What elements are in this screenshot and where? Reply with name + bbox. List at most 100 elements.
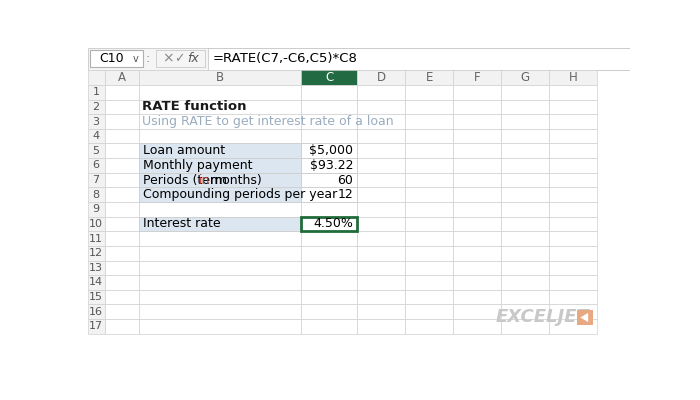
Bar [405,202,454,217]
Bar [302,187,357,202]
Bar [139,304,302,319]
Bar [88,100,104,114]
Bar [454,85,501,100]
Bar [454,304,501,319]
Bar [104,187,139,202]
Bar [405,246,454,260]
Bar [88,260,104,275]
Bar [104,231,139,246]
Text: G: G [521,71,530,84]
Bar [357,304,405,319]
Bar [454,187,501,202]
Text: 9: 9 [92,204,99,214]
Text: 15: 15 [89,292,103,302]
Bar [405,290,454,304]
Text: ✓: ✓ [174,52,185,65]
Text: Using RATE to get interest rate of a loan: Using RATE to get interest rate of a loa… [141,115,393,128]
Text: B: B [216,71,224,84]
Bar [139,144,302,158]
Bar [88,217,104,231]
Bar [88,319,104,334]
Bar [104,290,139,304]
Bar [88,48,630,70]
Text: 4.50%: 4.50% [314,218,354,230]
Bar [501,275,550,290]
Bar [104,173,139,187]
Bar [405,231,454,246]
Bar [357,144,405,158]
Bar [302,187,357,202]
Bar [302,260,357,275]
Bar [104,304,139,319]
Bar [454,275,501,290]
Bar [501,304,550,319]
Bar [302,158,357,173]
Bar [88,304,104,319]
Text: ×: × [162,52,174,66]
Text: RATE function: RATE function [141,100,246,114]
Bar [88,114,104,129]
Bar [88,290,104,304]
Bar [405,319,454,334]
Bar [357,129,405,144]
Bar [405,85,454,100]
Bar [405,275,454,290]
Bar [550,173,598,187]
Bar [302,173,357,187]
Bar [139,319,302,334]
Bar [501,129,550,144]
Bar [302,70,357,85]
Bar [139,70,302,85]
Bar [302,217,357,231]
Text: $93.22: $93.22 [310,159,354,172]
Bar [88,144,104,158]
Bar [357,70,405,85]
Text: 10: 10 [89,219,103,229]
Bar [302,319,357,334]
Bar [405,70,454,85]
Text: Monthly payment: Monthly payment [143,159,252,172]
Bar [302,144,357,158]
Bar [578,310,593,325]
Bar [550,187,598,202]
Bar [302,304,357,319]
Bar [501,187,550,202]
Bar [501,260,550,275]
Bar [501,85,550,100]
Bar [405,260,454,275]
Bar [302,114,357,129]
Bar [88,158,104,173]
Bar [139,100,302,114]
Text: Periods (term: Periods (term [143,174,230,186]
Bar [139,129,302,144]
Bar [90,50,143,67]
Text: 13: 13 [89,263,103,273]
Text: E: E [426,71,433,84]
Text: 3: 3 [92,116,99,126]
Bar [88,275,104,290]
Text: months): months) [206,174,262,186]
Bar [501,217,550,231]
Bar [139,158,302,173]
Text: 60: 60 [337,174,354,186]
Bar [155,50,205,67]
Text: 1: 1 [92,87,99,97]
Text: 6: 6 [92,160,99,170]
Bar [454,290,501,304]
Bar [209,48,630,70]
Text: 12: 12 [89,248,103,258]
Bar [104,319,139,334]
Bar [357,217,405,231]
Bar [88,187,104,202]
Bar [139,260,302,275]
Bar [501,70,550,85]
Bar [302,246,357,260]
Text: 16: 16 [89,307,103,317]
Bar [302,231,357,246]
Text: Loan amount: Loan amount [143,144,225,157]
Text: 5: 5 [92,146,99,156]
Text: v: v [133,54,139,64]
Bar [88,246,104,260]
Bar [88,173,104,187]
Bar [550,275,598,290]
